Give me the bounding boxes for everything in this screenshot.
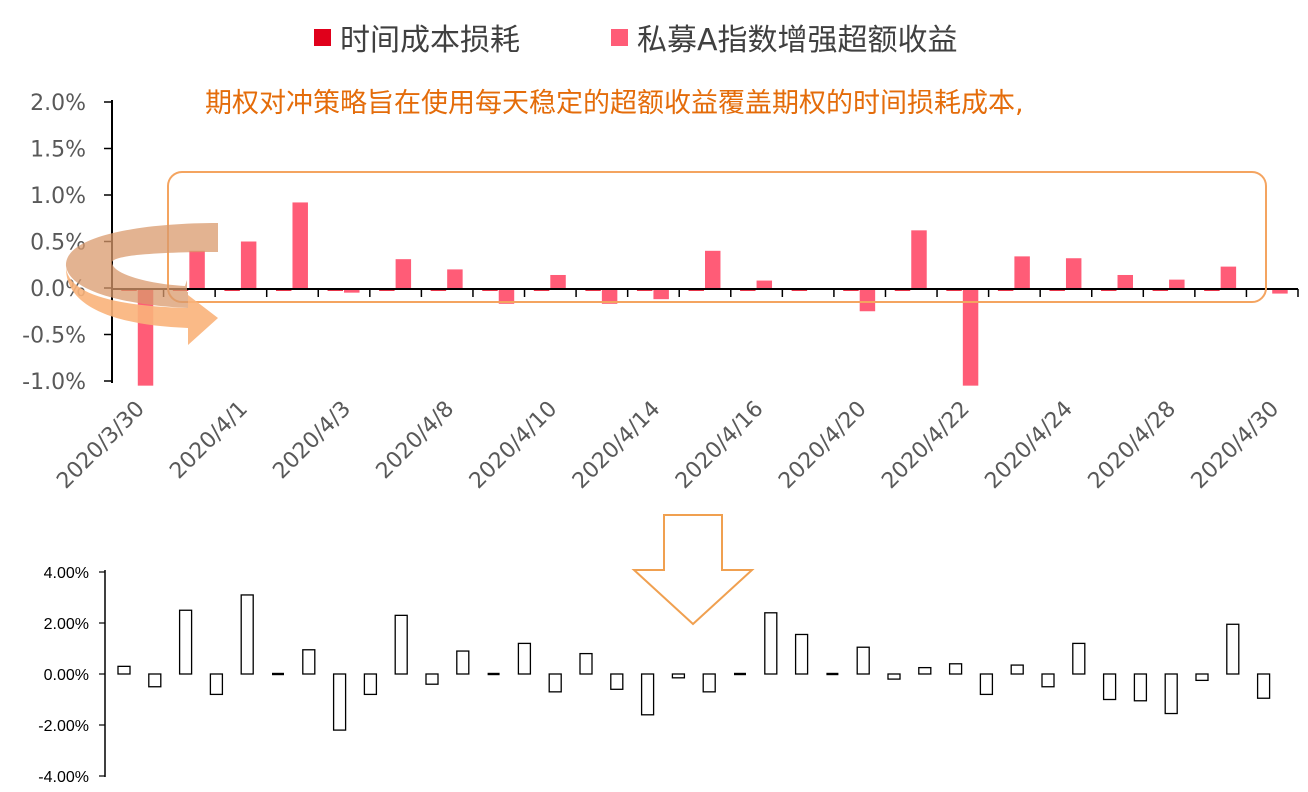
legend: 时间成本损耗 私募A指数增强超额收益 [314,23,958,58]
bar-excess-return [550,274,566,288]
bottom-bar [579,652,593,675]
top-y-tick-label: -0.5% [22,324,86,349]
bar-excess-return [705,250,721,288]
bottom-bar [1256,673,1271,699]
bar-excess-return [240,241,257,288]
bottom-bar [826,672,839,676]
bar-excess-return [1117,274,1133,288]
bar-excess-return [189,250,205,288]
top-y-tick-label: 2.0% [30,91,86,116]
bottom-bar [178,609,193,675]
bar-excess-return [498,288,515,304]
bottom-bar [948,663,963,675]
bar-excess-return [911,230,927,288]
bottom-bar [702,673,716,693]
bar-excess-return [1272,288,1288,294]
bar-excess-return [447,269,463,288]
bottom-y-tick-label: -4.00% [38,769,89,786]
top-x-tick-label: 2020/4/3 [268,397,356,485]
bar-excess-return [395,259,412,288]
bottom-y-axis-ticks: 4.00% 2.00% 0.00% -2.00% -4.00% [38,565,105,786]
top-x-tick-label: 2020/4/22 [877,397,974,494]
curved-arrow-icon [65,223,218,345]
bottom-bar [332,673,347,731]
bottom-bar [148,673,162,688]
top-y-tick-label: 1.0% [30,184,86,209]
top-bars [121,202,1288,386]
bar-excess-return [859,288,876,312]
top-x-tick-label: 2020/4/14 [568,397,665,494]
bar-excess-return [1014,256,1030,288]
bottom-bar [1041,673,1055,688]
bottom-bar [734,672,746,676]
bottom-bar [610,673,624,690]
top-x-tick-label: 2020/4/28 [1084,397,1181,494]
bottom-bar [856,646,870,675]
bottom-bar [887,673,901,680]
bottom-bar [487,672,500,676]
annotation-text: 期权对冲策略旨在使用每天稳定的超额收益覆盖期权的时间损耗成本, [205,88,1024,119]
top-x-tick-label: 2020/4/20 [774,397,871,494]
bottom-bar [1195,673,1209,682]
top-x-tick-label: 2020/4/10 [465,397,562,494]
top-x-axis-labels: 2020/3/30 2020/4/1 2020/4/3 2020/4/8 2020/4/… [52,397,1284,494]
bottom-bar [394,614,408,675]
top-x-tick-label: 2020/4/24 [980,397,1077,494]
bar-excess-return [653,288,669,300]
bar-excess-return [756,280,773,288]
bottom-bar [272,672,284,676]
bottom-bar [1010,664,1024,675]
bottom-bar [302,649,316,675]
bottom-bar [363,673,378,696]
bar-excess-return [1065,258,1082,288]
legend-swatch-time-cost [314,29,331,46]
bottom-chart: 4.00% 2.00% 0.00% -2.00% -4.00% [38,565,1271,786]
top-y-tick-label: -1.0% [22,370,86,395]
top-x-tick-label: 2020/4/8 [372,397,460,485]
down-arrow-icon [631,514,755,626]
bottom-bar [1102,673,1117,701]
bottom-bar [425,673,439,685]
bottom-bar [671,673,686,679]
bar-excess-return [1169,279,1185,288]
bar-excess-return [344,288,360,293]
bar-excess-return [601,288,618,304]
bottom-bar [209,673,224,696]
bottom-bar [1164,673,1178,715]
bottom-bar [918,666,932,675]
bottom-bar [1133,673,1148,702]
bottom-y-tick-label: 2.00% [44,616,89,633]
bottom-bar [117,665,131,675]
top-chart: 2.0%1.5%1.0%0.5%0.0%-0.5%-1.0% 2020/3/30… [22,91,1299,494]
top-x-tick-label: 2020/3/30 [52,397,149,494]
legend-label-time-cost: 时间成本损耗 [340,23,520,58]
bottom-bar [979,673,994,696]
bottom-bar [240,594,254,675]
bottom-bar [456,650,470,675]
bottom-y-tick-label: 0.00% [44,667,89,684]
bottom-y-tick-label: -2.00% [38,718,89,735]
top-y-axis-ticks: 2.0%1.5%1.0%0.5%0.0%-0.5%-1.0% [22,91,112,395]
bar-excess-return [292,202,308,288]
bottom-bar [548,673,562,693]
top-y-tick-label: 1.5% [30,138,86,163]
bottom-y-tick-label: 4.00% [44,565,89,582]
bottom-bars [117,594,1271,731]
legend-label-excess-return: 私募A指数增强超额收益 [637,23,958,58]
bar-excess-return [962,288,979,386]
bottom-bar [764,612,778,675]
top-x-tick-label: 2020/4/1 [165,397,253,485]
bottom-bar [517,642,532,675]
bottom-bar [794,633,809,675]
bar-excess-return [1220,266,1237,288]
top-x-tick-label: 2020/4/30 [1187,397,1284,494]
legend-swatch-excess-return [611,29,628,46]
top-x-tick-label: 2020/4/16 [671,397,768,494]
bottom-bar [1226,623,1240,675]
bottom-bar [1072,642,1086,675]
bottom-bar [640,673,655,716]
